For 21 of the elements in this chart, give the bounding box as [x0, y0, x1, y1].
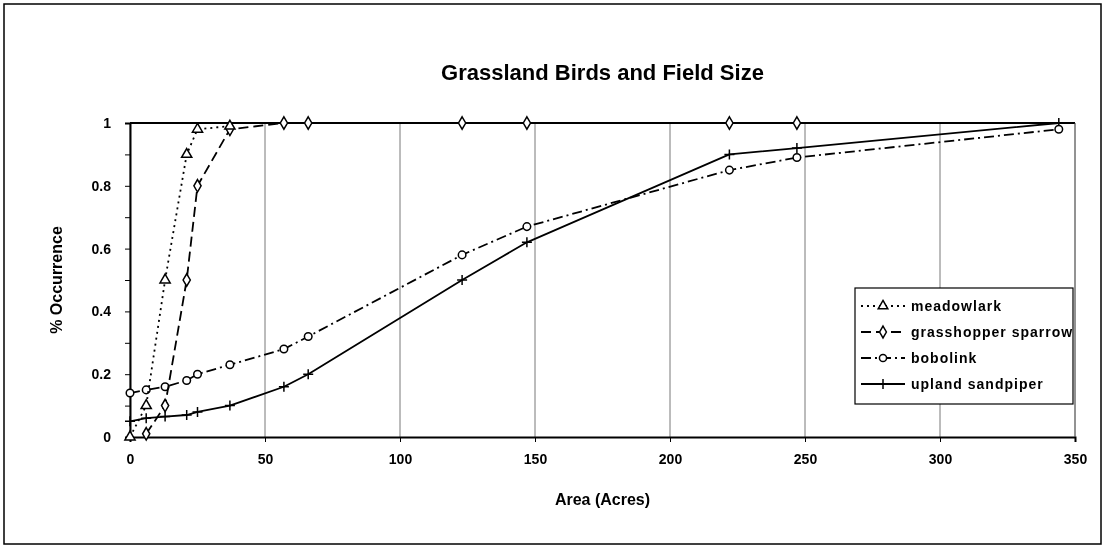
- x-tick-label: 0: [126, 450, 135, 467]
- x-tick-label: 150: [523, 450, 548, 467]
- legend-label: upland sandpiper: [911, 376, 1044, 392]
- legend-label: bobolink: [911, 350, 978, 366]
- x-tick-label: 300: [928, 450, 953, 467]
- x-tick-label: 200: [658, 450, 683, 467]
- x-axis-title: Area (Acres): [554, 491, 651, 508]
- y-tick-label: 0.4: [91, 303, 112, 320]
- y-axis-title: % Occurrence: [48, 226, 65, 334]
- y-tick-label: 0.8: [91, 177, 112, 194]
- y-tick-label: 0.2: [91, 366, 112, 383]
- chart-title: Grassland Birds and Field Size: [441, 60, 764, 85]
- y-tick-label: 0.6: [91, 240, 112, 257]
- legend-label: meadowlark: [911, 298, 1002, 314]
- legend-label: grasshopper sparrow: [911, 324, 1074, 340]
- x-tick-label: 50: [257, 450, 274, 467]
- x-tick-label: 350: [1063, 450, 1088, 467]
- x-tick-label: 250: [793, 450, 818, 467]
- y-tick-label: 1: [103, 114, 112, 131]
- y-tick-label: 0: [103, 428, 112, 445]
- x-tick-label: 100: [388, 450, 413, 467]
